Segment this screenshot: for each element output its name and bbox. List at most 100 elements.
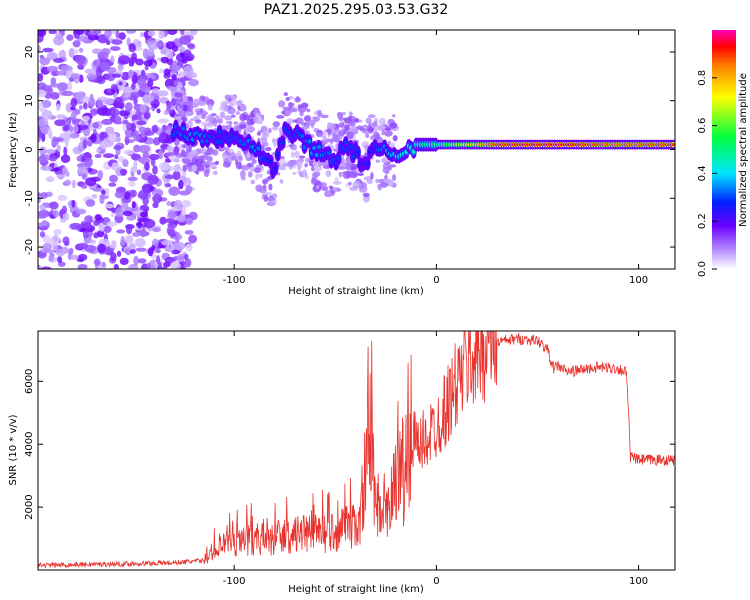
- spectrogram-noise-cell: [111, 132, 117, 139]
- spectrogram-noise-cell: [93, 258, 101, 266]
- spectrogram-scatter-cell: [231, 114, 236, 118]
- spectrogram-scatter-cell: [291, 151, 295, 159]
- spectrogram-noise-cell: [70, 106, 76, 111]
- spectrogram-scatter-cell: [303, 125, 308, 131]
- spectrogram-noise-cell: [102, 153, 115, 159]
- spectrogram-noise-cell: [38, 132, 45, 139]
- spectrogram-scatter-cell: [187, 119, 193, 128]
- spectrogram-scatter-cell: [198, 155, 205, 161]
- spectrogram-noise-cell: [38, 264, 42, 269]
- spectrogram-scatter-cell: [389, 122, 398, 129]
- spectrogram-noise-cell: [113, 102, 124, 109]
- spectrogram-noise-cell: [122, 119, 129, 125]
- spectrogram-scatter-cell: [228, 120, 233, 126]
- spectrogram-noise-cell: [119, 168, 128, 176]
- spectrogram-noise-cell: [41, 219, 48, 227]
- spectrogram-noise-cell: [54, 119, 67, 127]
- spectrogram-scatter-cell: [250, 179, 256, 185]
- spectrogram-noise-cell: [173, 241, 186, 250]
- spectrogram-ridge-core: [314, 152, 319, 158]
- spectrogram-scatter-cell: [384, 130, 393, 137]
- spectrogram-scatter-cell: [381, 157, 388, 164]
- spectrogram-scatter-cell: [370, 172, 374, 180]
- spectrogram-noise-cell: [151, 245, 156, 251]
- spectrogram-noise-cell: [97, 230, 105, 238]
- spectrogram-scatter-cell: [304, 163, 308, 167]
- spectrogram-scatter-cell: [286, 118, 294, 124]
- spectrogram-scatter-cell: [321, 114, 329, 119]
- spectrogram-scatter-cell: [239, 104, 247, 112]
- spectrogram-scatter-cell: [180, 151, 188, 158]
- spectrogram-noise-cell: [143, 219, 156, 229]
- spectrogram-noise-cell: [101, 261, 106, 268]
- spectrogram-scatter-cell: [298, 155, 306, 159]
- spectrogram-scatter-cell: [392, 174, 397, 182]
- spectrogram-noise-cell: [159, 118, 168, 123]
- spectrogram-noise-cell: [38, 73, 44, 82]
- spectrogram-noise-cell: [99, 62, 111, 71]
- spectrogram-noise-cell: [45, 148, 56, 155]
- spectrogram-scatter-cell: [352, 180, 361, 188]
- spectrogram-noise-cell: [75, 54, 87, 65]
- spectrogram-noise-cell: [85, 177, 97, 187]
- chart-title: PAZ1.2025.295.03.53.G32: [264, 2, 449, 18]
- spectrogram-ridge-core: [348, 144, 353, 149]
- spectrogram-scatter-cell: [197, 100, 207, 107]
- spectrogram-scatter-cell: [330, 137, 336, 143]
- spectrogram-ridge-core: [171, 132, 176, 137]
- spectrogram-scatter-cell: [288, 102, 295, 108]
- spectrogram-noise-cell: [156, 90, 169, 97]
- spectrogram-scatter-cell: [224, 94, 232, 101]
- spectrogram-scatter-cell: [312, 171, 321, 177]
- spectrogram-scatter-cell: [332, 180, 342, 185]
- spectrogram-scatter-cell: [179, 100, 185, 106]
- spectrogram-noise-cell: [112, 73, 122, 78]
- spectrogram-noise-cell: [157, 261, 162, 269]
- spectrogram-scatter-cell: [292, 145, 297, 151]
- spectrogram-noise-cell: [152, 202, 159, 209]
- spectrogram-noise-cell: [176, 215, 186, 223]
- snr-y-tick-label: 4000: [24, 431, 35, 456]
- spectrogram-scatter-cell: [365, 117, 372, 124]
- spectrogram-scatter-cell: [239, 113, 247, 122]
- spectrogram-noise-cell: [106, 221, 118, 227]
- snr-y-tick-label: 2000: [24, 494, 35, 519]
- spectrogram-noise-cell: [68, 77, 74, 82]
- spectrogram-ridge-core: [365, 161, 370, 166]
- spectrogram-noise-cell: [84, 215, 94, 224]
- spectrogram-scatter-cell: [174, 138, 180, 147]
- spectrogram-noise-cell: [147, 77, 154, 88]
- spectrogram-noise-cell: [115, 207, 125, 217]
- spectrogram-noise-cell: [38, 44, 41, 54]
- spectrogram-noise-cell: [128, 181, 136, 187]
- spectrogram-noise-cell: [159, 162, 170, 171]
- spectrogram-noise-cell: [62, 212, 70, 221]
- spectrogram-noise-cell: [139, 211, 148, 218]
- spectrogram-noise-cell: [110, 108, 121, 116]
- spectrogram-noise-cell: [60, 154, 71, 163]
- spectrogram-scatter-cell: [188, 143, 192, 152]
- spectrogram-scatter-cell: [210, 113, 217, 117]
- spectrogram-noise-cell: [161, 239, 174, 246]
- spectrogram-noise-cell: [71, 179, 76, 189]
- spectrogram-ridge-core: [326, 151, 331, 156]
- spectrogram-scatter-cell: [173, 158, 181, 163]
- spectrogram-scatter-cell: [344, 165, 352, 170]
- spectrogram-noise-cell: [123, 93, 131, 98]
- spectrogram-scatter-cell: [366, 176, 371, 181]
- spectrogram-scatter-cell: [213, 121, 218, 128]
- spectrogram-scatter-cell: [380, 182, 389, 188]
- spectrogram-noise-cell: [78, 105, 83, 110]
- spectrogram-ridge-core: [217, 129, 222, 134]
- spectrogram-noise-cell: [124, 135, 130, 146]
- spectrogram-noise-cell: [49, 83, 61, 88]
- spectrogram-noise-cell: [39, 57, 51, 66]
- spectrogram-noise-cell: [49, 201, 59, 210]
- spectrogram-noise-cell: [171, 74, 177, 81]
- spectrogram-noise-cell: [46, 65, 59, 72]
- spectrogram-scatter-cell: [268, 183, 273, 191]
- spectrogram-noise-cell: [56, 70, 68, 76]
- spectrogram-scatter-cell: [263, 191, 273, 196]
- spectrogram-noise-cell: [147, 174, 159, 185]
- spectrogram-scatter-cell: [345, 170, 351, 178]
